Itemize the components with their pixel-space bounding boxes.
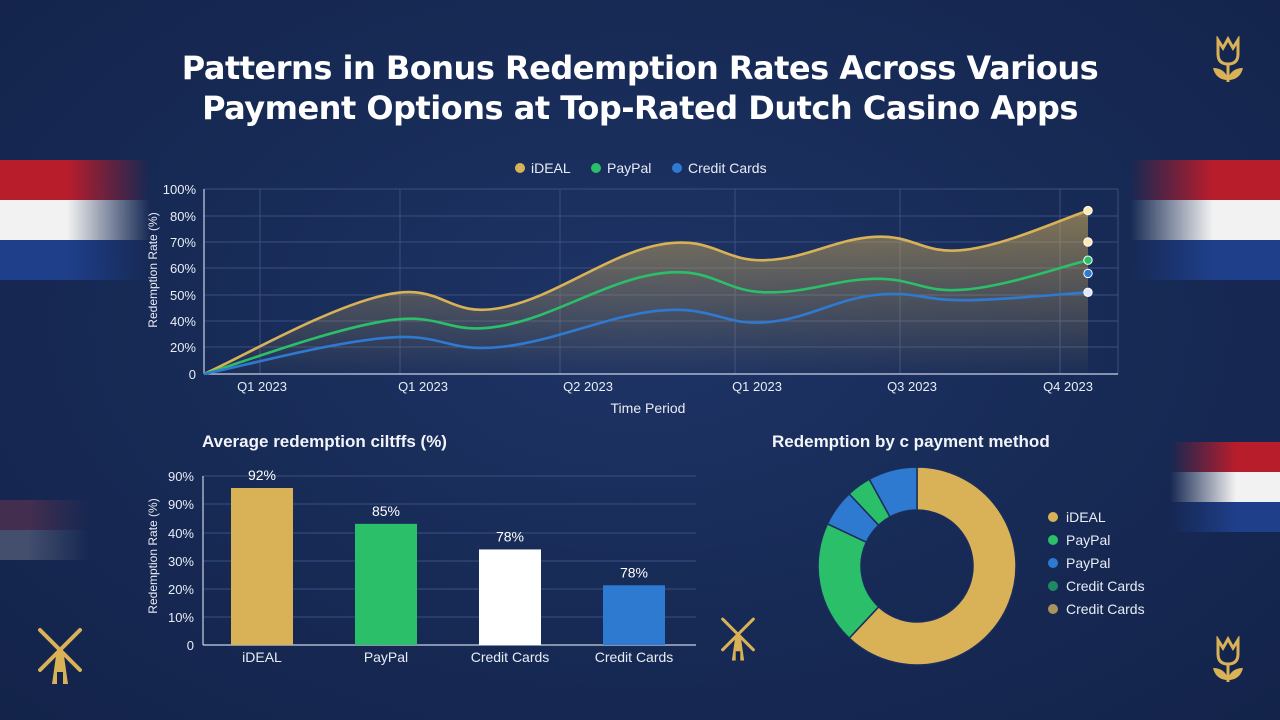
x-tick-label: Q2 2023 <box>563 379 613 394</box>
series-area-ideal <box>204 210 1088 374</box>
donut-legend-item: Credit Cards <box>1048 601 1145 617</box>
end-marker <box>1083 255 1093 265</box>
legend-label: PayPal <box>1066 555 1111 571</box>
legend-label: Credit Cards <box>688 160 767 176</box>
y-tick-label: 70% <box>170 235 196 250</box>
x-tick-label: Q1 2023 <box>398 379 448 394</box>
x-tick-label: Q3 2023 <box>887 379 937 394</box>
legend-marker <box>1048 535 1058 545</box>
y-tick-label: 10% <box>168 610 194 625</box>
y-tick-label: 30% <box>168 554 194 569</box>
y-tick-label: 40% <box>170 314 196 329</box>
donut-legend-item: PayPal <box>1048 532 1110 548</box>
bar <box>355 523 417 645</box>
y-tick-label: 0 <box>189 367 196 382</box>
dutch-flag-right-lower <box>1170 442 1280 532</box>
y-tick-label: 0 <box>187 638 194 653</box>
series-line-ideal <box>203 209 1089 376</box>
legend-marker <box>1048 604 1058 614</box>
bar <box>231 488 293 645</box>
y-tick-label: 90% <box>168 469 194 484</box>
x-tick-label: Q1 2023 <box>237 379 287 394</box>
tulip-icon <box>1213 36 1243 82</box>
line-chart: 0 20% 40% 50% 60% 70% 80% 100% Q1 2023 Q1 2023 Q2… <box>146 160 1119 416</box>
x-tick-label: PayPal <box>364 649 408 665</box>
page-title: Patterns in Bonus Redemption Rates Acros… <box>0 48 1280 128</box>
y-tick-label: 80% <box>170 209 196 224</box>
donut-chart-title: Redemption by c payment method <box>772 432 1050 451</box>
bar-value-label: 78% <box>620 564 648 580</box>
donut-slice <box>848 478 892 527</box>
x-axis-title: Time Period <box>611 400 686 416</box>
y-tick-label: 100% <box>163 182 197 197</box>
legend-label: PayPal <box>1066 532 1111 548</box>
y-tick-label: 60% <box>170 261 196 276</box>
legend-label: iDEAL <box>1066 509 1106 525</box>
legend-marker <box>1048 581 1058 591</box>
bar-value-label: 92% <box>248 467 276 483</box>
x-tick-label: Credit Cards <box>595 649 674 665</box>
title-line-2: Payment Options at Top-Rated Dutch Casin… <box>202 89 1078 127</box>
tulip-icon <box>1213 636 1243 682</box>
windmill-icon <box>721 617 755 661</box>
y-axis-title: Redemption Rate (%) <box>146 212 160 327</box>
bar <box>603 585 665 645</box>
legend-label: Credit Cards <box>1066 578 1145 594</box>
legend-label: PayPal <box>607 160 651 176</box>
dutch-flag-left <box>0 160 150 280</box>
donut-legend-item: iDEAL <box>1048 509 1106 525</box>
donut-slice <box>848 466 1017 666</box>
donut-legend-item: Credit Cards <box>1048 578 1145 594</box>
bar-value-label: 85% <box>372 503 400 519</box>
series-line-credit-cards <box>203 291 1089 376</box>
bar-y-axis-title: Redemption Rate (%) <box>146 498 160 613</box>
end-marker <box>1083 237 1093 247</box>
x-tick-label: Credit Cards <box>471 649 550 665</box>
dutch-flag-right <box>1130 160 1280 280</box>
end-marker <box>1083 205 1093 216</box>
legend-marker <box>1048 512 1058 522</box>
donut-legend-item: PayPal <box>1048 555 1110 571</box>
x-tick-label: Q1 2023 <box>732 379 782 394</box>
legend-marker <box>1048 558 1058 568</box>
y-tick-label: 50% <box>170 288 196 303</box>
y-tick-label: 20% <box>170 340 196 355</box>
donut-slice <box>868 466 918 518</box>
series-line-paypal <box>203 258 1089 376</box>
donut-slice <box>817 522 880 640</box>
legend-label: iDEAL <box>531 160 571 176</box>
x-tick-label: Q4 2023 <box>1043 379 1093 394</box>
bar-value-label: 78% <box>496 528 524 544</box>
legend-marker <box>672 163 682 173</box>
bar <box>479 549 541 645</box>
donut-slice <box>826 492 880 544</box>
y-tick-label: 20% <box>168 582 194 597</box>
windmill-icon <box>38 628 82 684</box>
legend-label: Credit Cards <box>1066 601 1145 617</box>
y-tick-label: 90% <box>168 497 194 512</box>
bar-chart-title: Average redemption ciltffs (%) <box>202 432 447 451</box>
legend-marker <box>515 163 525 173</box>
y-tick-label: 40% <box>168 526 194 541</box>
end-marker <box>1083 287 1093 297</box>
legend-marker <box>591 163 601 173</box>
x-tick-label: iDEAL <box>242 649 282 665</box>
end-marker <box>1083 268 1093 279</box>
title-line-1: Patterns in Bonus Redemption Rates Acros… <box>181 49 1099 87</box>
dutch-flag-left-lower <box>0 500 90 560</box>
